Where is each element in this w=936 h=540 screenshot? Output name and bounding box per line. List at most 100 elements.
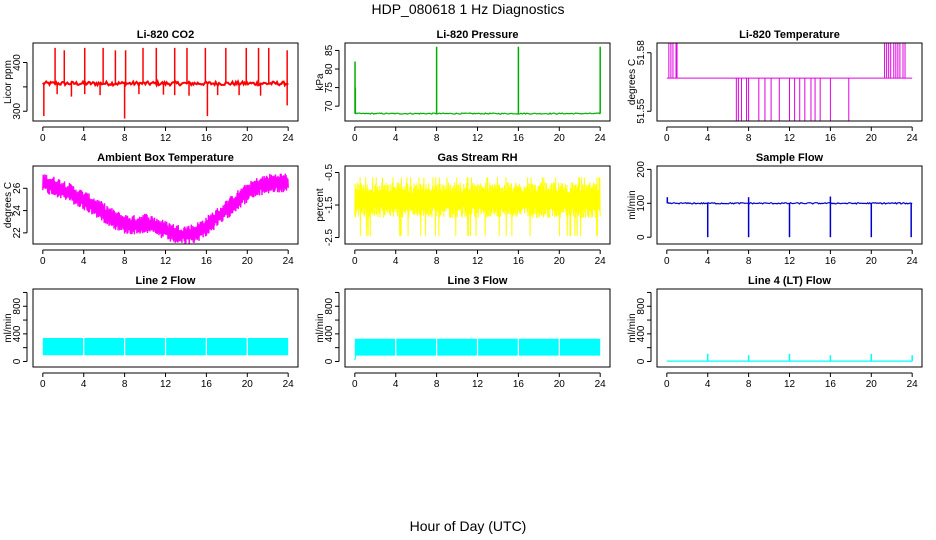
panel-8: Line 4 (LT) Flow ml/min 0 4 8 12 16 20 24 0 400 800 — [627, 275, 923, 390]
x-tick-label: 16 — [201, 379, 213, 390]
y-axis-label: degrees C — [3, 182, 14, 228]
y-axis-label: kPa — [315, 73, 326, 91]
panel-3-data — [42, 173, 289, 244]
flow-band — [396, 338, 436, 356]
flow-band — [478, 338, 518, 356]
y-axis-label: ml/min — [315, 313, 326, 342]
x-tick-label: 20 — [242, 379, 254, 390]
x-tick-label: 16 — [825, 256, 837, 267]
x-tick-label: 0 — [40, 133, 46, 144]
y-axis-label: percent — [315, 188, 326, 222]
series-line — [354, 177, 601, 236]
x-tick-label: 0 — [664, 379, 670, 390]
panel-5: Sample Flow ml/min 0 4 8 12 16 20 24 0 100 200 — [627, 152, 923, 267]
panel-title: Gas Stream RH — [437, 152, 517, 164]
x-tick-label: 8 — [122, 379, 128, 390]
y-tick-label: 400 — [12, 54, 23, 71]
x-tick-label: 16 — [513, 379, 525, 390]
x-tick-label: 12 — [784, 256, 796, 267]
x-tick-label: 8 — [746, 379, 752, 390]
y-tick-label: 400 — [12, 325, 23, 342]
y-tick-label: 0 — [636, 234, 647, 240]
y-tick-label: 300 — [12, 102, 23, 119]
panel-8-data — [666, 353, 913, 362]
y-tick-label: 800 — [324, 297, 335, 314]
x-tick-label: 12 — [472, 256, 484, 267]
x-tick-label: 16 — [513, 256, 525, 267]
x-tick-label: 24 — [907, 133, 919, 144]
x-tick-label: 20 — [866, 256, 878, 267]
x-tick-label: 20 — [554, 256, 566, 267]
x-tick-label: 4 — [705, 133, 711, 144]
y-axis-label: ml/min — [627, 190, 638, 219]
x-tick-label: 8 — [434, 379, 440, 390]
x-tick-label: 24 — [595, 379, 607, 390]
y-tick-label: 80 — [324, 63, 335, 75]
x-tick-label: 0 — [664, 256, 670, 267]
x-tick-label: 20 — [866, 133, 878, 144]
x-tick-label: 12 — [160, 133, 172, 144]
plot-frame — [656, 165, 923, 245]
y-tick-label: 22 — [12, 227, 23, 239]
x-tick-label: 24 — [283, 379, 295, 390]
x-tick-label: 8 — [746, 133, 752, 144]
panel-0: Li-820 CO2 Licor ppm 0 4 8 12 16 20 24 300 400 — [3, 29, 299, 144]
x-tick-label: 24 — [595, 133, 607, 144]
x-tick-label: 12 — [784, 133, 796, 144]
plot-frame — [32, 288, 299, 368]
panel-title: Li-820 Pressure — [437, 29, 519, 41]
x-tick-label: 16 — [201, 256, 213, 267]
x-tick-label: 20 — [242, 256, 254, 267]
x-tick-label: 8 — [746, 256, 752, 267]
flow-band — [125, 338, 165, 356]
x-tick-label: 12 — [784, 379, 796, 390]
plot-frame — [32, 165, 299, 245]
x-tick-label: 24 — [907, 379, 919, 390]
y-tick-label: 0 — [636, 358, 647, 364]
plot-frame — [656, 42, 923, 122]
flow-band — [247, 338, 289, 356]
y-tick-label: 70 — [324, 100, 335, 112]
series-line — [42, 173, 289, 244]
x-tick-label: 4 — [393, 133, 399, 144]
y-tick-label: 400 — [324, 325, 335, 342]
panel-title: Li-820 CO2 — [137, 29, 194, 41]
x-tick-label: 8 — [122, 133, 128, 144]
x-tick-label: 12 — [472, 133, 484, 144]
panel-title: Line 4 (LT) Flow — [748, 275, 831, 287]
x-tick-label: 24 — [907, 256, 919, 267]
panel-4-data — [354, 177, 601, 236]
y-tick-label: 800 — [636, 297, 647, 314]
series-line — [42, 78, 289, 88]
panel-5-data — [666, 196, 913, 238]
panel-6-data — [42, 338, 289, 356]
x-tick-label: 8 — [122, 256, 128, 267]
plot-frame — [656, 288, 923, 368]
figure-x-axis-label: Hour of Day (UTC) — [410, 518, 527, 534]
x-tick-label: 20 — [554, 379, 566, 390]
y-tick-label: 85 — [324, 44, 335, 56]
flow-band — [519, 338, 559, 356]
x-tick-label: 4 — [705, 379, 711, 390]
y-tick-label: 26 — [12, 182, 23, 194]
x-tick-label: 8 — [434, 256, 440, 267]
panel-4: Gas Stream RH percent 0 4 8 12 16 20 24 -0.5 -1.5 -… — [315, 152, 611, 267]
plot-frame — [344, 42, 611, 122]
y-tick-label: 200 — [636, 161, 647, 178]
x-tick-label: 12 — [160, 256, 172, 267]
y-tick-label: -1.5 — [324, 196, 335, 214]
panel-2-data — [666, 43, 913, 121]
y-tick-label: 400 — [636, 325, 647, 342]
panel-title: Line 3 Flow — [448, 275, 508, 287]
panel-title: Ambient Box Temperature — [97, 152, 234, 164]
flow-band — [42, 338, 84, 356]
plot-frame — [344, 288, 611, 368]
y-axis-label: ml/min — [627, 313, 638, 342]
panel-1-data — [354, 46, 601, 115]
x-tick-label: 16 — [201, 133, 213, 144]
panel-1: Li-820 Pressure kPa 0 4 8 12 16 20 24 70 75 80 85 — [315, 29, 611, 144]
x-tick-label: 4 — [81, 379, 87, 390]
x-tick-label: 0 — [352, 133, 358, 144]
y-tick-label: 24 — [12, 205, 23, 217]
